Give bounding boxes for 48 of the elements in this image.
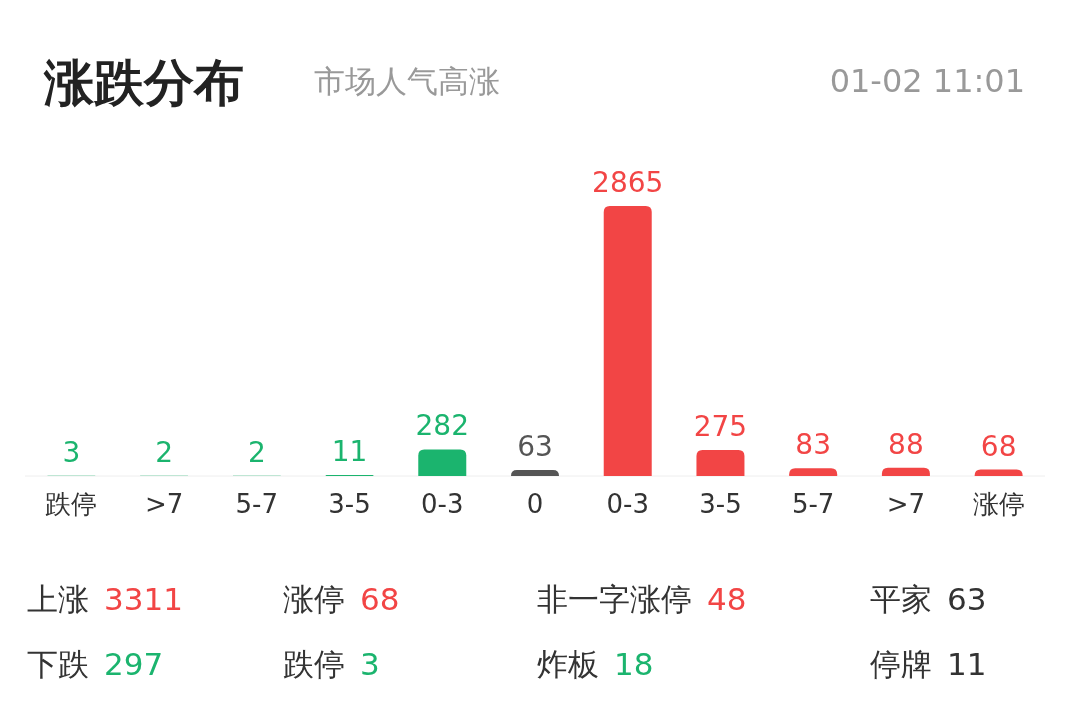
category-label: 涨停	[283, 581, 345, 617]
data-label: 88	[888, 427, 924, 461]
bar	[418, 449, 467, 476]
category-label: 上涨	[27, 581, 89, 617]
bar	[603, 206, 652, 476]
category-label: 平家	[870, 581, 932, 617]
x-tick-label: 3-5	[328, 489, 371, 519]
data-label: 68	[360, 581, 400, 617]
x-tick-label: 0	[526, 489, 544, 519]
category-label: 停牌	[870, 646, 932, 682]
x-tick-label: 5-7	[791, 489, 835, 519]
x-tick-label: 0-3	[606, 489, 649, 519]
data-label: 3	[360, 646, 380, 682]
data-label: 2	[155, 435, 173, 469]
x-tick-label: 涨停	[972, 489, 1025, 519]
x-tick-label: 跌停	[45, 489, 98, 519]
data-label: 3311	[104, 581, 183, 617]
data-label: 2	[247, 435, 266, 469]
data-label: 11	[947, 646, 987, 682]
x-tick-label: 5-7	[235, 489, 279, 519]
x-tick-label: >7	[144, 489, 184, 519]
bar	[881, 467, 930, 476]
text: 01-02 11:01	[829, 62, 1025, 100]
data-label: 63	[947, 581, 987, 617]
bar	[696, 450, 745, 476]
data-label: 11	[331, 434, 368, 468]
category-label: 炸板	[537, 646, 599, 682]
data-label: 282	[415, 409, 469, 443]
bar	[974, 469, 1023, 476]
category-label: 跌停	[283, 646, 345, 682]
data-label: 63	[517, 430, 553, 464]
category-label: 下跌	[27, 646, 89, 682]
data-label: 275	[693, 410, 748, 444]
x-tick-label: >7	[886, 489, 926, 519]
chart-title: 涨跌分布	[43, 54, 244, 112]
data-label: 68	[980, 429, 1017, 463]
data-label: 18	[614, 646, 654, 682]
data-label: 2865	[592, 166, 664, 199]
chart-subtitle: 市场人气高涨	[314, 63, 500, 99]
x-tick-label: 3-5	[699, 489, 742, 519]
bar	[789, 468, 838, 476]
x-tick-label: 0-3	[421, 489, 464, 519]
category-label: 非一字涨停	[537, 581, 692, 617]
data-label: 297	[104, 646, 164, 682]
data-label: 83	[795, 428, 831, 462]
data-label: 48	[707, 581, 747, 617]
data-label: 3	[62, 435, 81, 469]
bar	[511, 470, 559, 476]
